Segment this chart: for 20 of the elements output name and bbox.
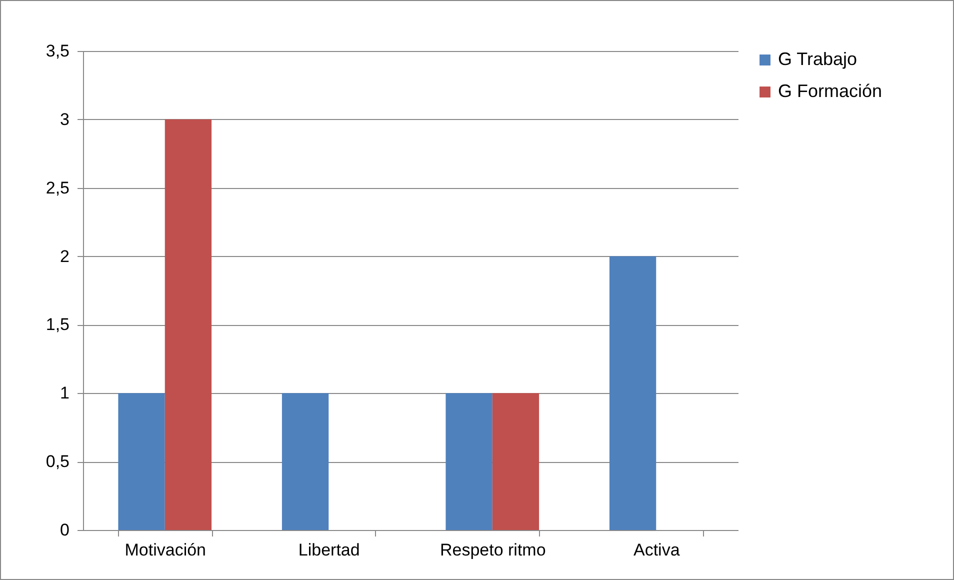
bar xyxy=(282,393,329,530)
y-tick-label: 2,5 xyxy=(46,178,70,198)
y-tick-label: 3 xyxy=(60,110,70,129)
y-tick-label: 0,5 xyxy=(46,452,70,472)
legend-label: G Formación xyxy=(778,81,882,101)
bar xyxy=(118,393,165,530)
legend-label: G Trabajo xyxy=(778,49,858,69)
bar xyxy=(164,119,212,530)
bar xyxy=(492,393,540,530)
bar xyxy=(446,393,492,530)
bar xyxy=(609,256,656,530)
x-tick-label: Activa xyxy=(633,540,680,560)
y-tick-label: 1 xyxy=(60,384,70,403)
y-tick-label: 1,5 xyxy=(46,315,70,334)
y-tick-label: 2 xyxy=(60,246,70,266)
y-tick-label: 3,5 xyxy=(46,42,70,60)
x-tick-label: Respeto ritmo xyxy=(440,540,546,560)
y-tick-label: 0 xyxy=(60,520,70,540)
x-tick-label: Libertad xyxy=(298,540,360,560)
x-tick-label: Motivación xyxy=(124,540,206,560)
